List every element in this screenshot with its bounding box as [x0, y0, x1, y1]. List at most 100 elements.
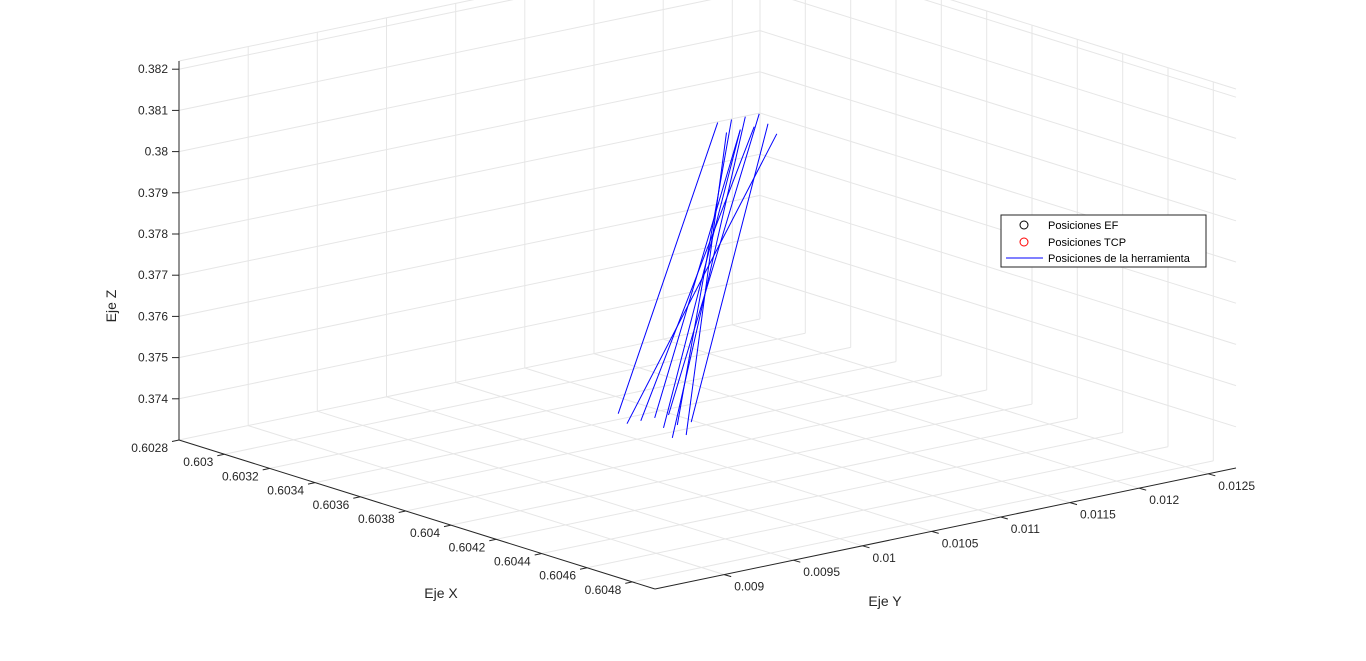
axis-box	[178, 61, 1237, 590]
x-tick-mark	[353, 496, 361, 499]
y-axis-title: Eje Y	[868, 593, 902, 609]
grid-line-wall-yz	[178, 236, 761, 359]
y-tick-mark	[1139, 487, 1147, 491]
x-tick-label: 0.604	[410, 526, 440, 540]
x-tick-label: 0.6044	[494, 555, 531, 569]
grid-line-floor-x	[314, 361, 897, 484]
grid-line-wall-yz	[178, 0, 514, 70]
grid-line-wall-yz	[178, 30, 761, 153]
z-tick-label: 0.378	[138, 227, 168, 241]
x-tick-mark	[625, 581, 633, 584]
z-tick-label: 0.376	[138, 309, 168, 323]
grid-line-wall-xz	[759, 71, 1237, 222]
legend-label-tcp: Posiciones TCP	[1048, 237, 1126, 249]
grid-line-wall-yz	[178, 71, 761, 194]
x-tick-label: 0.6032	[222, 469, 259, 483]
y-tick-mark	[793, 559, 801, 563]
grid-line-floor-y	[248, 425, 725, 576]
z-tick-label: 0.374	[138, 392, 168, 406]
x-tick-label: 0.6042	[449, 540, 486, 554]
legend: Posiciones EF Posiciones TCP Posiciones …	[1000, 214, 1207, 268]
tick-labels: 0.6028 0.603 0.6032 0.6034 0.6036 0.6038 0.604…	[131, 62, 1255, 597]
y-tick-label: 0.012	[1149, 493, 1179, 507]
y-axis-line	[654, 467, 1237, 590]
tool-position-line	[690, 123, 769, 423]
y-tick-mark	[724, 574, 732, 578]
grid-line-floor-y	[317, 410, 794, 561]
z-tick-label: 0.375	[138, 351, 168, 365]
y-tick-mark	[1208, 473, 1216, 477]
y-tick-label: 0.0125	[1218, 479, 1255, 493]
legend-marker-ef	[1019, 220, 1029, 230]
grid-line-floor-y	[386, 396, 863, 547]
tool-position-line	[626, 133, 778, 424]
tool-position-line	[685, 132, 727, 436]
x-tick-mark	[171, 439, 180, 442]
tool-position-line	[671, 116, 746, 439]
grid-line-wall-xz	[759, 30, 1237, 181]
grid-line-floor-y	[732, 324, 1209, 475]
y-tick-label: 0.0105	[942, 536, 979, 550]
grid-line-wall-xz	[923, 0, 1237, 98]
grid-line-wall-xz	[759, 236, 1237, 387]
x-tick-mark	[307, 482, 316, 485]
tool-position-line	[617, 122, 719, 414]
y-tick-label: 0.0115	[1080, 508, 1116, 522]
x-tick-label: 0.603	[183, 455, 213, 469]
grid-line-wall-xz	[792, 0, 1237, 139]
grid-line-floor-x	[632, 460, 1214, 583]
x-tick-label: 0.6048	[585, 583, 622, 597]
y-tick-label: 0.011	[1011, 522, 1040, 536]
grid-line-floor-x	[496, 417, 1078, 540]
grid-lines	[178, 0, 1237, 583]
z-tick-label: 0.381	[138, 103, 168, 117]
legend-marker-tcp	[1019, 237, 1029, 247]
x-tick-label: 0.6028	[131, 441, 168, 455]
box-edge-top-left	[178, 0, 475, 62]
grid-line-wall-yz	[178, 277, 761, 400]
grid-line-floor-x	[450, 403, 1033, 526]
tick-marks	[171, 68, 1216, 584]
grid-line-wall-yz	[178, 194, 761, 317]
y-tick-label: 0.0095	[803, 565, 840, 579]
x-tick-mark	[398, 510, 406, 513]
x-tick-label: 0.6038	[358, 512, 395, 526]
grid-line-floor-x	[269, 346, 851, 469]
x-tick-mark	[262, 467, 270, 471]
z-tick-label: 0.377	[138, 268, 168, 282]
x-axis-line	[178, 439, 656, 590]
x-tick-label: 0.6034	[267, 484, 304, 498]
x-tick-label: 0.6036	[313, 498, 350, 512]
grid-line-wall-xz	[759, 194, 1237, 345]
box-edge-top-right	[950, 0, 1237, 90]
grid-line-wall-yz	[178, 0, 712, 111]
grid-line-floor-x	[405, 389, 987, 512]
grid-line-floor-y	[455, 381, 932, 532]
legend-label-ef: Posiciones EF	[1048, 220, 1119, 232]
x-tick-mark	[443, 524, 452, 528]
x-tick-mark	[217, 453, 225, 457]
z-tick-label: 0.382	[138, 62, 168, 76]
tool-position-line	[668, 113, 760, 416]
z-axis-title: Eje Z	[103, 289, 119, 322]
y-tick-mark	[1000, 516, 1008, 520]
y-tick-label: 0.009	[734, 580, 764, 594]
grid-line-wall-xz	[759, 153, 1237, 304]
tool-position-line	[654, 129, 741, 419]
y-tick-mark	[862, 545, 870, 549]
x-tick-label: 0.6046	[539, 569, 576, 583]
x-tick-mark	[534, 553, 542, 556]
z-tick-label: 0.379	[138, 186, 168, 200]
x-tick-mark	[579, 567, 588, 570]
grid-line-floor-y	[524, 367, 1001, 518]
x-tick-mark	[489, 538, 497, 542]
grid-line-floor-y	[593, 353, 1071, 504]
y-tick-mark	[1069, 502, 1078, 506]
grid-line-wall-yz	[178, 112, 761, 235]
y-tick-label: 0.01	[873, 551, 897, 565]
grid-line-wall-xz	[759, 277, 1237, 428]
grid-line-floor-y	[663, 338, 1140, 489]
legend-label-tool: Posiciones de la herramienta	[1048, 253, 1191, 265]
grid-line-floor-x	[224, 332, 806, 455]
